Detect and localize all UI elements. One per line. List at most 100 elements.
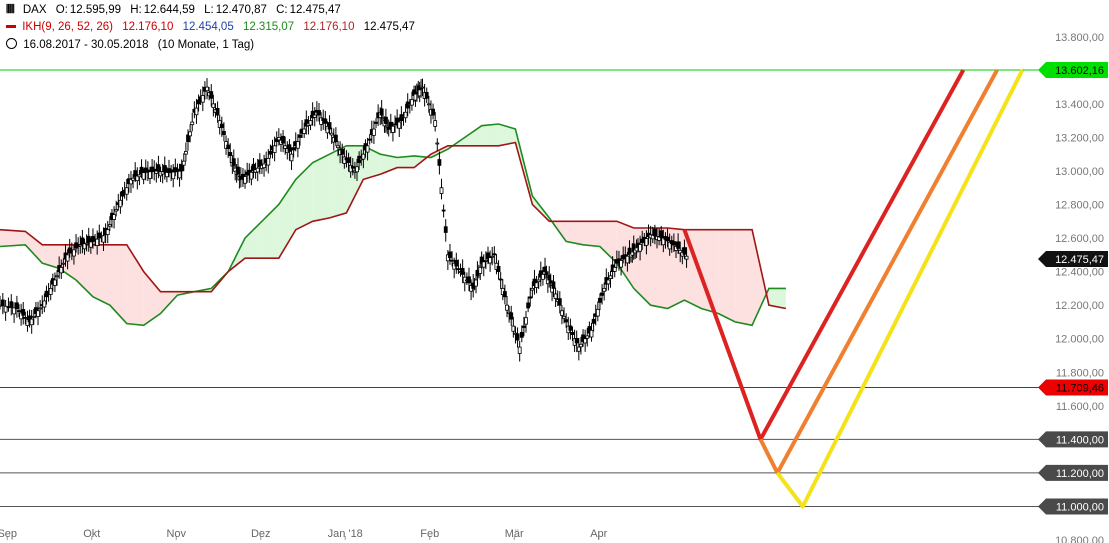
candle-body (420, 86, 425, 89)
candle-body (333, 134, 338, 143)
candle-body (44, 290, 49, 298)
candle-body (657, 236, 661, 241)
candle-body (576, 346, 581, 352)
candle-body (568, 325, 573, 331)
bars-icon: ⫴⫴ (6, 4, 15, 16)
price-tag-label: 13.602,16 (1055, 65, 1104, 77)
candle-body (388, 121, 393, 129)
cloud-segment (380, 154, 398, 175)
open-value: 12.595,99 (69, 4, 122, 16)
candle-body (560, 310, 564, 316)
candle-body (410, 99, 414, 106)
candle-body (496, 265, 501, 273)
candle-body (553, 293, 558, 299)
candle-body (114, 209, 119, 212)
candle-body (190, 121, 195, 126)
candle-body (524, 317, 528, 325)
candle-body (59, 267, 64, 274)
candle-body (598, 297, 602, 303)
candle-body (9, 301, 14, 308)
candle-body (14, 302, 19, 309)
candle-body (194, 107, 199, 116)
candle-body (490, 255, 495, 258)
candle-body (460, 267, 465, 275)
candle-body (243, 176, 247, 184)
candle-body (486, 252, 490, 260)
price-tag (1038, 431, 1108, 448)
candle-body (505, 304, 509, 311)
candle-body (0, 299, 5, 307)
candle-body (131, 177, 135, 181)
candle-body (481, 261, 486, 268)
candle-body (479, 256, 484, 264)
candle-body (308, 120, 313, 126)
candle-body (188, 131, 193, 137)
price-tag (1038, 498, 1108, 515)
cloud-segment (718, 229, 736, 322)
candle-body (55, 275, 59, 278)
candle-body (393, 123, 397, 126)
candle-body (435, 142, 440, 145)
candle-body (241, 173, 245, 179)
candle-body (532, 278, 537, 286)
candle-body (659, 230, 664, 238)
candle-body (251, 163, 256, 172)
candle-body (21, 309, 26, 316)
candle-body (488, 257, 493, 264)
month-label: Jan '18 (328, 528, 363, 540)
candle-body (557, 298, 562, 306)
header-line-1: ⫴⫴ DAX O: 12.595,99 H: 12.644,59 L: 12.470,… (6, 4, 347, 17)
candle-body (72, 249, 76, 257)
candle-body (183, 150, 188, 155)
candle-body (638, 244, 642, 252)
candle-body (177, 170, 182, 179)
indicator-name: IKH(9, 26, 52, 26) (22, 21, 113, 33)
candle-body (570, 331, 575, 335)
candle-body (291, 147, 296, 151)
candle-body (222, 130, 226, 136)
period-note: (10 Monate, 1 Tag) (157, 39, 255, 51)
candle-body (323, 118, 328, 124)
candle-body (211, 103, 216, 108)
cloud-segment (397, 155, 415, 168)
candle-body (530, 287, 535, 291)
candle-body (80, 237, 85, 245)
candle-body (652, 228, 657, 237)
candle-body (589, 329, 594, 338)
candle-body (678, 249, 683, 254)
y-tick-label: 12.600,00 (1055, 233, 1104, 245)
candle-body (298, 134, 302, 138)
candle-body (541, 274, 545, 280)
month-label: Okt (83, 528, 100, 540)
cloud-segment (143, 271, 161, 326)
y-tick-label: 10.800,00 (1055, 535, 1104, 543)
candle-body (78, 244, 83, 247)
candle-body (443, 226, 448, 233)
candle-body (676, 241, 681, 249)
price-tag-label: 11.400,00 (1056, 434, 1104, 446)
candle-body (441, 209, 446, 212)
candle-body (283, 145, 288, 149)
low-label: L: (204, 4, 214, 16)
candle-body (266, 157, 271, 166)
candle-body (515, 333, 520, 341)
candle-body (112, 214, 116, 220)
candle-body (448, 251, 452, 259)
open-label: O: (55, 4, 68, 16)
candle-body (579, 343, 583, 348)
candle-body (219, 123, 224, 129)
candle-body (372, 128, 376, 136)
cloud-segment (25, 231, 43, 264)
candle-body (439, 187, 444, 194)
candle-body (391, 125, 395, 133)
candle-body (581, 334, 585, 342)
candle-body (538, 270, 543, 278)
candle-body (25, 319, 30, 326)
candle-body (88, 241, 93, 248)
candle-body (585, 335, 590, 339)
candle-body (608, 275, 613, 279)
candle-body (671, 241, 676, 246)
candle-body (19, 312, 24, 320)
candle-body (169, 169, 174, 173)
candle-body (317, 110, 321, 116)
